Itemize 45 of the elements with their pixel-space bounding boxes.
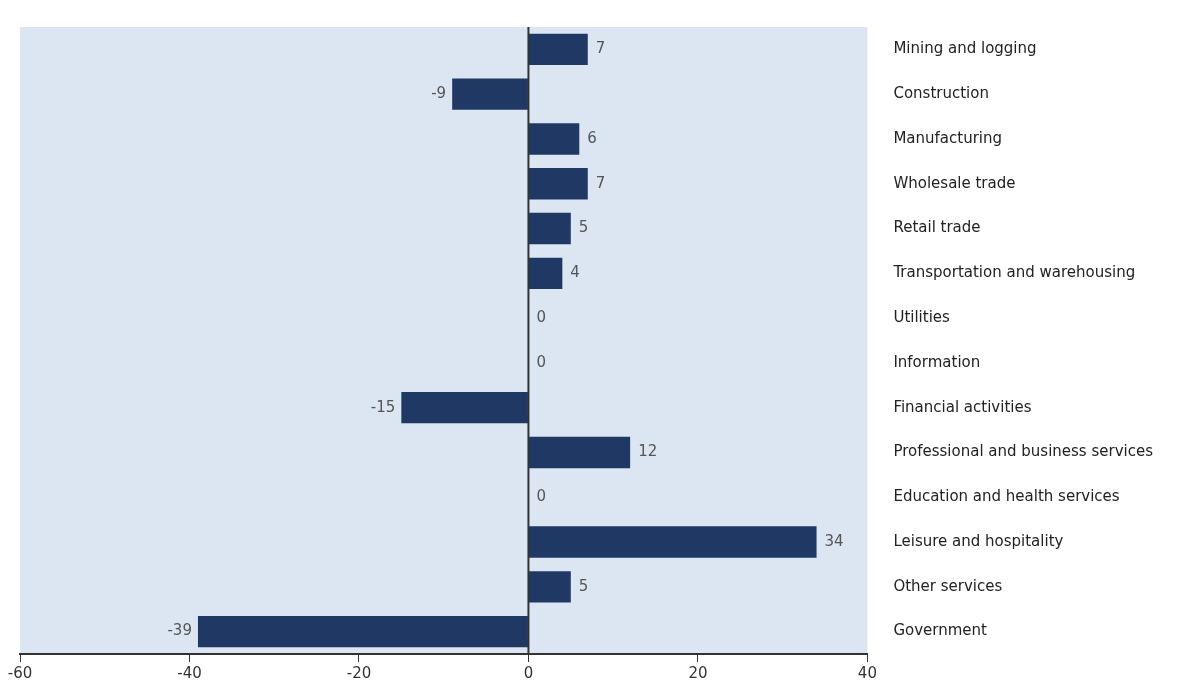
x-tick-label: -20 [346,663,372,682]
y-tick-label: Professional and business services [893,442,1154,461]
bar [401,392,528,424]
y-tick-label: Government [893,621,988,640]
data-label: -39 [167,621,192,640]
y-tick-label: Construction [893,84,989,103]
data-label: 0 [536,352,546,371]
data-label: -15 [370,397,396,416]
data-label: 12 [638,442,658,461]
y-tick-label: Education and health services [893,487,1120,506]
data-label: 5 [578,218,589,237]
x-tick-label: 20 [688,663,708,682]
data-label: 5 [578,576,589,595]
x-tick-label: -60 [7,663,33,682]
bar [528,123,580,155]
data-label: 0 [536,308,546,326]
x-tick-label: 0 [523,663,534,682]
bar [452,78,528,110]
y-tick-label: Other services [893,576,1003,595]
y-tick-label: Mining and logging [893,39,1037,58]
data-label: 34 [824,531,844,550]
y-tick-label: Manufacturing [893,128,1003,147]
bar [528,526,817,558]
bar [528,212,571,245]
bar [528,257,563,289]
y-tick-label: Leisure and hospitality [893,531,1064,550]
data-label: -9 [431,84,447,103]
y-tick-label: Retail trade [893,218,981,237]
x-tick-label: -40 [177,663,202,682]
y-tick-label: Utilities [893,308,951,326]
data-label: 0 [536,487,546,506]
data-label: 6 [587,128,597,147]
y-tick-label: Transportation and warehousing [892,263,1136,282]
y-tick-label: Financial activities [893,397,1032,416]
bar [528,571,571,603]
bar [197,615,528,648]
data-label: 4 [570,263,580,282]
bar [528,33,588,66]
data-label: 7 [595,173,606,192]
x-tick-label: 40 [857,663,877,682]
bar [528,168,588,200]
bar [528,436,631,469]
data-label: 7 [595,39,606,58]
y-tick-label: Wholesale trade [893,173,1016,192]
y-tick-label: Information [893,352,981,371]
